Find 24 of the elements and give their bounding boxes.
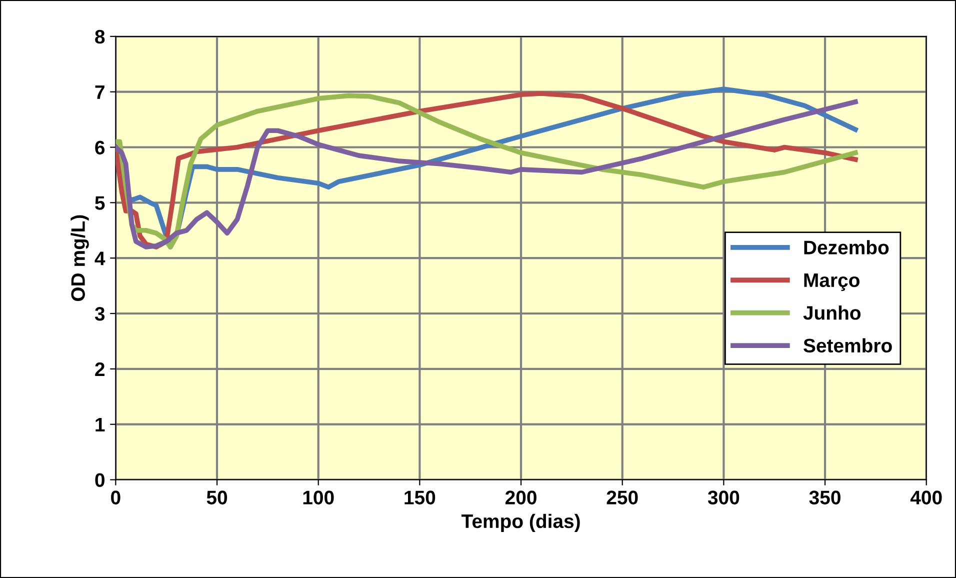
legend-label: Setembro	[804, 338, 892, 353]
x-axis-title: Tempo (dias)	[461, 514, 580, 532]
y-tick-label: 4	[94, 252, 106, 266]
y-axis-title: OD mg/L)	[70, 215, 89, 302]
y-tick-label: 6	[95, 140, 105, 154]
legend-label: Dezembo	[804, 240, 889, 254]
x-tick-label: 150	[404, 490, 436, 504]
y-tick-label: 7	[95, 86, 104, 99]
y-tick-label: 2	[95, 362, 104, 376]
x-tick-label: 0	[111, 490, 120, 504]
y-tick-label: 5	[95, 196, 105, 210]
x-tick-label: 350	[809, 490, 840, 504]
x-tick-label: 250	[606, 490, 638, 504]
legend-label: Junho	[803, 306, 861, 320]
y-tick-label: 8	[95, 30, 105, 44]
x-tick-label: 50	[206, 490, 228, 504]
legend-label: Março	[804, 274, 860, 291]
y-tick-label: 0	[95, 473, 104, 487]
x-tick-label: 100	[303, 490, 334, 504]
x-tick-label: 200	[505, 490, 536, 504]
y-tick-label: 3	[94, 306, 105, 321]
y-tick-label: 1	[96, 418, 105, 432]
x-tick-label: 400	[910, 490, 942, 504]
x-tick-label: 300	[708, 490, 740, 504]
